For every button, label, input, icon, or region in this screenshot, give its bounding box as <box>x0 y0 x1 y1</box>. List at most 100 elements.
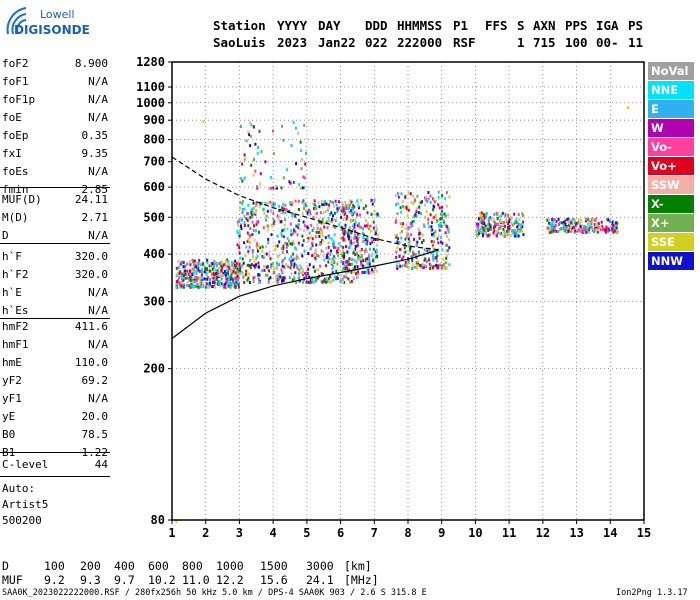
parameter-panel: foF2 8.900 foF1 N/A foF1p N/A foE N/A foEp 0.… <box>0 0 112 600</box>
param-value: N/A <box>88 229 108 242</box>
echo-point <box>400 192 403 196</box>
echo-point <box>250 123 253 127</box>
echo-point <box>342 238 345 242</box>
echo-point <box>431 256 434 260</box>
echo-point <box>184 272 187 276</box>
echo-point <box>318 234 321 238</box>
header-day-value: Jan22 <box>318 35 356 50</box>
echo-point <box>202 120 205 124</box>
echo-point <box>224 259 227 263</box>
echo-point <box>477 229 480 232</box>
echo-point <box>407 227 410 230</box>
echo-point <box>302 175 305 179</box>
echo-point <box>507 227 510 231</box>
echo-point <box>492 220 495 223</box>
echo-point <box>270 186 272 190</box>
echo-point <box>262 226 265 230</box>
echo-point <box>255 244 258 248</box>
echo-point <box>331 257 334 261</box>
echo-point <box>311 254 314 257</box>
echo-point <box>320 272 323 276</box>
echo-point <box>313 280 316 284</box>
echo-point <box>270 263 273 267</box>
param-value: N/A <box>88 338 108 351</box>
header-station-value: SaoLuis <box>213 35 266 50</box>
echo-point <box>281 124 284 128</box>
echo-point <box>240 224 242 228</box>
echo-point <box>402 222 405 226</box>
divider <box>0 318 110 319</box>
echo-point <box>232 278 234 282</box>
echo-point <box>200 280 203 284</box>
echo-point <box>257 273 260 276</box>
echo-point <box>353 249 356 252</box>
echo-point <box>245 139 248 143</box>
echo-point <box>283 207 286 211</box>
echo-point <box>476 231 479 235</box>
echo-point <box>554 218 556 222</box>
echo-point <box>266 224 269 228</box>
echo-point <box>338 200 340 204</box>
echo-point <box>291 278 294 282</box>
echo-point <box>326 256 329 260</box>
echo-point <box>366 236 369 240</box>
echo-point <box>435 220 438 224</box>
echo-point <box>289 222 292 226</box>
echo-point <box>358 235 361 239</box>
echo-point <box>281 207 284 211</box>
echo-point <box>341 201 344 205</box>
true-height-profile-line <box>171 249 439 339</box>
echo-point <box>253 212 255 216</box>
echo-point <box>333 260 336 264</box>
echo-point <box>495 222 497 226</box>
param-value: 69.2 <box>81 374 109 387</box>
echo-point <box>241 207 244 211</box>
echo-point <box>351 258 353 262</box>
echo-point <box>245 245 248 249</box>
echo-point <box>513 230 516 234</box>
echo-point <box>241 257 244 261</box>
echo-point <box>291 200 294 204</box>
echo-point <box>259 246 262 250</box>
echo-point <box>276 186 278 190</box>
echo-point <box>191 267 194 271</box>
echo-point <box>182 283 185 287</box>
echo-point <box>334 226 337 230</box>
echo-point <box>479 213 482 217</box>
y-tick-label: 200 <box>143 362 165 376</box>
echo-point <box>243 224 246 227</box>
echo-point <box>255 263 257 267</box>
echo-point <box>344 223 347 227</box>
echo-point <box>483 213 486 217</box>
echo-point <box>260 202 263 206</box>
echo-point <box>432 258 435 262</box>
echo-point <box>432 253 435 257</box>
echo-point <box>266 209 269 213</box>
echo-point <box>294 271 297 275</box>
echo-point <box>265 252 268 256</box>
echo-point <box>514 229 517 233</box>
echo-point <box>490 228 493 232</box>
echo-point <box>326 280 329 283</box>
echo-point <box>403 205 406 209</box>
echo-point <box>237 272 240 276</box>
echo-point <box>257 265 260 269</box>
echo-point <box>267 187 270 190</box>
echo-point <box>248 281 251 284</box>
echo-point <box>256 186 258 190</box>
echo-point <box>440 265 443 269</box>
echo-point <box>444 223 447 227</box>
echo-point <box>314 250 316 254</box>
echo-point <box>427 221 430 225</box>
echo-point <box>311 237 314 241</box>
echo-point <box>345 275 348 279</box>
echo-point <box>354 244 357 248</box>
echo-point <box>326 220 328 224</box>
echo-point <box>483 228 486 232</box>
echo-point <box>587 222 590 226</box>
param-name: C-level <box>2 458 49 471</box>
echo-point <box>280 234 283 238</box>
echo-point <box>368 262 371 266</box>
echo-point <box>293 262 296 266</box>
echo-point <box>361 256 364 260</box>
